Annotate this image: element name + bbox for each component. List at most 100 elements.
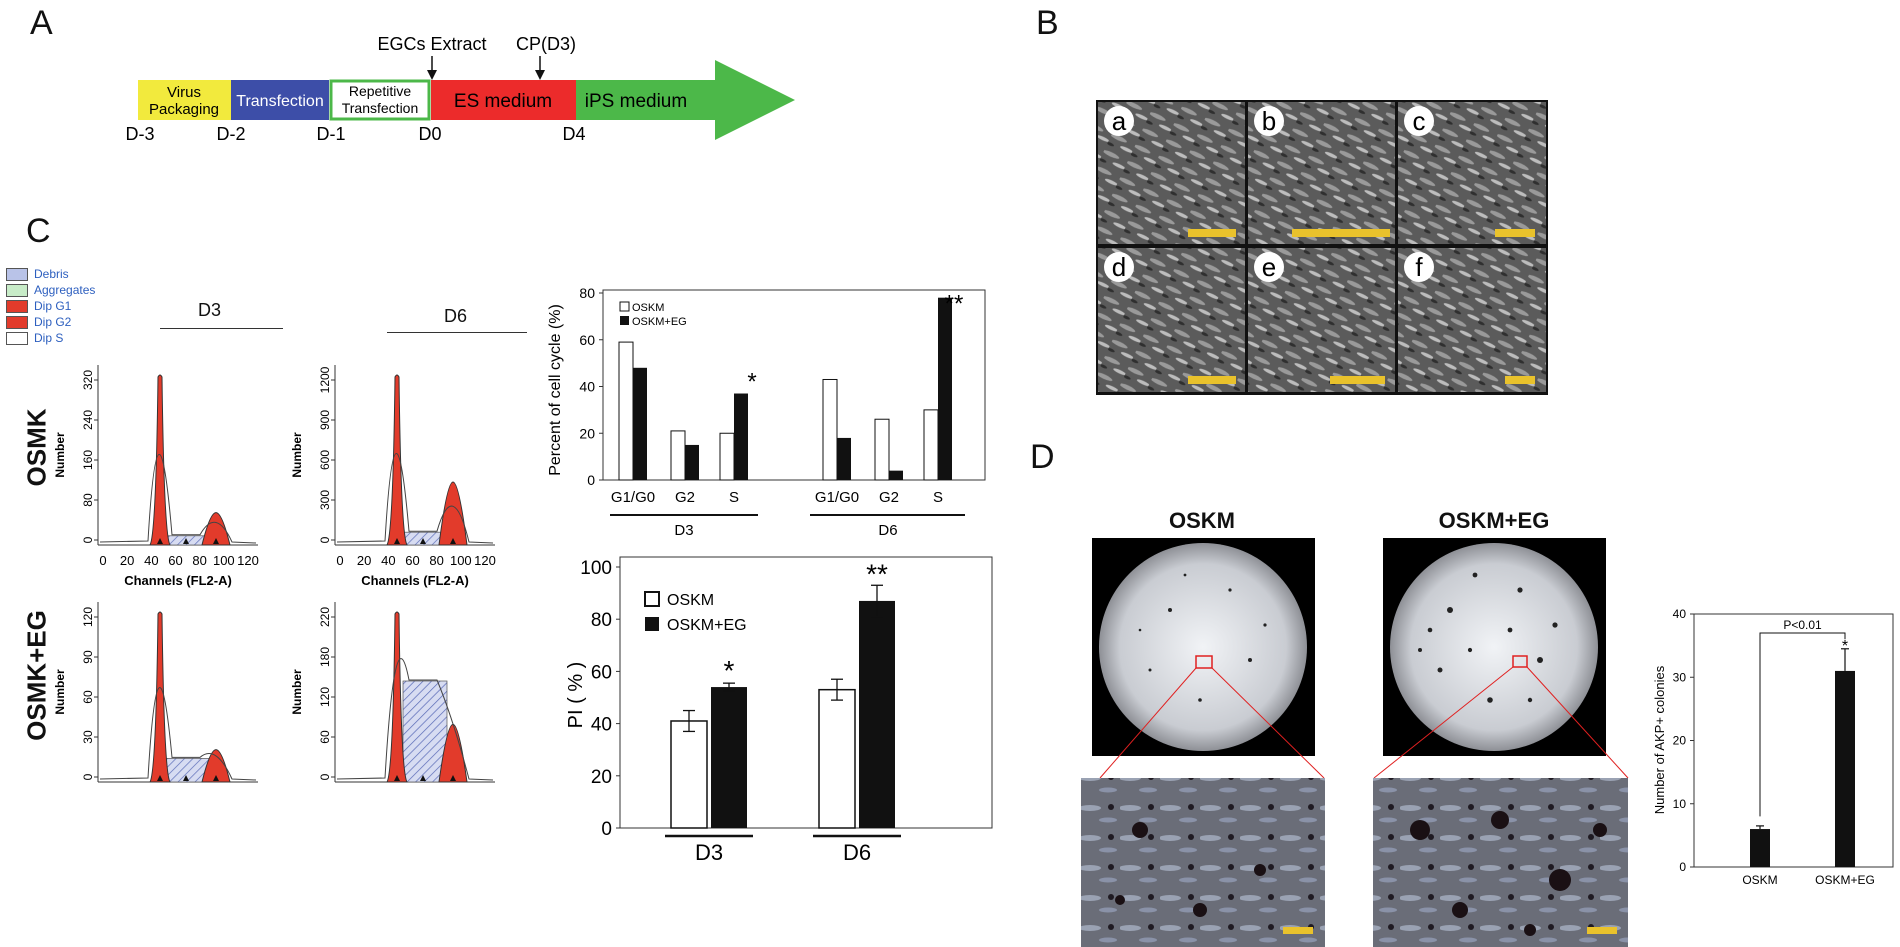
flow-y-axis-label: Number [290, 432, 304, 478]
cc-legend-label: OSKM+EG [632, 316, 687, 328]
cc-x-tick-label: G1/G0 [611, 489, 655, 506]
flow-x-tick-label: 80 [429, 553, 443, 568]
flow-g1-peak [386, 374, 408, 546]
akp-x-tick-label: OSKM [1742, 873, 1777, 887]
legend-item-dip-g1: Dip G1 [6, 298, 95, 314]
timeline-diagram: Virus Packaging Transfection Repetitive … [125, 34, 795, 144]
micrograph-f: f [1398, 248, 1546, 392]
legend-item-dip-s: Dip S [6, 330, 95, 346]
flow-marker [394, 538, 400, 544]
cc-bar-oskm [923, 409, 939, 481]
segment-label-virus-1: Virus [167, 84, 201, 101]
pi-legend-label: OSKM [667, 592, 714, 609]
cc-y-axis-label: Percent of cell cycle (%) [547, 304, 564, 476]
timeline-arrow [575, 60, 795, 140]
segment-label-repetitive-2: Transfection [342, 100, 419, 116]
flow-x-tick-label: 0 [336, 553, 343, 568]
cc-bar-oskm [822, 378, 838, 481]
flow-marker [420, 775, 426, 781]
flow-x-tick-label: 80 [192, 553, 206, 568]
flow-histogram: 0 80 160 240 320 0 20 40 60 80 100 120 Channels (FL2… [53, 365, 259, 588]
flow-marker [213, 538, 219, 544]
cc-bar-oskm [618, 341, 634, 481]
pi-y-tick-label: 40 [591, 715, 612, 736]
flow-x-axis-label: Channels (FL2-A) [361, 573, 469, 588]
flow-y-tick-label: 320 [81, 370, 95, 390]
flow-y-tick-label: 120 [318, 687, 332, 707]
segment-label-es: ES medium [454, 91, 552, 112]
flow-y-tick-label: 300 [318, 490, 332, 510]
segment-transfection [231, 80, 329, 120]
cc-bar-oskm-eg [685, 444, 699, 480]
flow-y-tick-label: 160 [81, 450, 95, 470]
pi-x-tick-label: D6 [843, 840, 871, 865]
cc-y-tick-label: 80 [579, 285, 595, 301]
cc-group-label: D3 [674, 522, 693, 539]
flow-x-tick-label: 20 [357, 553, 371, 568]
flow-g1-peak [149, 374, 171, 546]
segment-label-repetitive-1: Repetitive [349, 83, 411, 99]
cc-bar-oskm-eg [837, 437, 851, 480]
pi-bar-oskm [670, 720, 708, 829]
flow-y-tick-label: 120 [81, 607, 95, 627]
pi-y-tick-label: 20 [591, 767, 612, 788]
flow-marker [157, 775, 163, 781]
akp-y-tick-label: 30 [1673, 670, 1687, 684]
micrograph-d: d [1098, 248, 1245, 392]
flow-marker [183, 538, 189, 544]
cc-legend-swatch [619, 301, 630, 312]
akp-zoom-oskm-eg [1373, 778, 1628, 947]
cell-cycle-chart: 0 20 40 60 80 Percent of cell cycle (%) G1/G0 G… [547, 285, 986, 539]
micrograph-label: c [1404, 106, 1434, 136]
pi-significance: ** [866, 558, 888, 589]
micrograph-label: f [1404, 252, 1434, 282]
akp-significance: * [1842, 638, 1848, 655]
akp-y-axis-label: Number of AKP+ colonies [1652, 665, 1667, 814]
flow-col-label-d6: D6 [444, 306, 468, 326]
akp-title-oskm: OSKM [1169, 508, 1235, 533]
flow-y-tick-label: 0 [81, 536, 95, 543]
pi-y-axis-label: PI ( % ) [565, 662, 587, 729]
pi-y-tick-label: 0 [601, 819, 612, 840]
pi-legend-swatch [645, 617, 659, 631]
segment-label-ips: iPS medium [585, 91, 687, 112]
flow-g2-peak [201, 749, 231, 783]
annotation-cp-d3: CP(D3) [516, 34, 576, 54]
cc-y-tick-label: 40 [579, 379, 595, 395]
flow-y-tick-label: 0 [318, 773, 332, 780]
flow-y-tick-label: 900 [318, 410, 332, 430]
flow-y-tick-label: 600 [318, 450, 332, 470]
cc-legend-swatch [620, 316, 629, 325]
flow-y-tick-label: 240 [81, 410, 95, 430]
flow-y-tick-label: 180 [318, 647, 332, 667]
cc-significance: * [747, 369, 756, 396]
akp-images [1081, 538, 1629, 947]
cc-bar-oskm [719, 432, 735, 481]
annotation-egcs-extract: EGCs Extract [377, 34, 486, 54]
panel-label-b: B [1036, 4, 1059, 42]
flow-x-tick-label: 120 [237, 553, 259, 568]
cc-bar-oskm-eg [734, 393, 748, 480]
flow-marker [420, 538, 426, 544]
cc-bar-oskm [670, 430, 686, 481]
flow-y-tick-label: 60 [81, 690, 95, 704]
flow-x-tick-label: 40 [144, 553, 158, 568]
cc-bar-oskm-eg [633, 367, 647, 480]
micrograph-label: a [1104, 106, 1134, 136]
akp-plate-oskm [1092, 538, 1325, 779]
flow-marker [394, 775, 400, 781]
day-label: D-3 [125, 124, 154, 144]
flow-g1-peak [386, 611, 408, 783]
pi-bar-oskm [818, 688, 856, 829]
pi-bar-oskm-eg [711, 687, 747, 828]
flow-histogram: 0 300 600 900 1200 0 20 40 60 80 100 120 Channels (F… [290, 365, 496, 588]
flow-marker [450, 775, 456, 781]
segment-repetitive-transfection [329, 79, 431, 121]
flow-trace [336, 453, 494, 544]
flow-col-label-d3: D3 [198, 300, 222, 320]
cc-bar-oskm-eg [889, 470, 903, 480]
akp-plot-frame [1693, 613, 1894, 868]
akp-zoom-oskm [1081, 778, 1325, 947]
pi-y-tick-label: 100 [580, 558, 612, 579]
flow-x-axis-label: Channels (FL2-A) [124, 573, 232, 588]
